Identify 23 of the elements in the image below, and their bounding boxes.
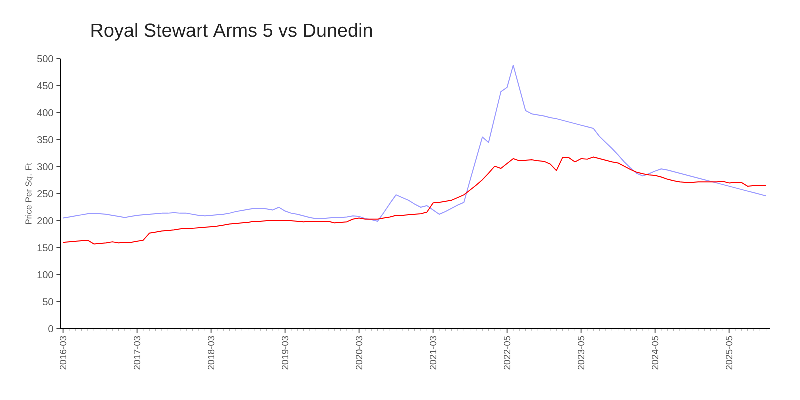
y-tick-label: 250	[38, 190, 54, 198]
x-tick-label: 2018-03	[208, 336, 215, 370]
y-tick-label: 0	[48, 325, 54, 333]
x-tick-label: 2016-03	[60, 336, 67, 370]
y-tick-label: 500	[37, 55, 54, 63]
y-tick-label: 100	[38, 271, 54, 279]
y-tick-label: 200	[38, 217, 54, 225]
x-tick-label: 2020-03	[356, 336, 363, 370]
x-tick-label: 2025-05	[726, 336, 733, 370]
y-tick-label: 150	[38, 244, 54, 252]
y-tick-label: 50	[43, 298, 54, 306]
y-axis-title: Price Per Sq. Ft	[25, 163, 34, 224]
y-tick-label: 450	[37, 82, 54, 90]
x-tick-label: 2023-05	[578, 336, 585, 370]
x-tick-label: 2019-03	[282, 336, 289, 370]
x-tick-label: 2021-03	[430, 336, 437, 370]
y-tick-label: 400	[37, 109, 54, 117]
x-tick-label: 2024-05	[652, 336, 659, 370]
y-tick-label: 300	[37, 163, 54, 171]
y-tick-label: 350	[37, 136, 54, 144]
chart-title: Royal Stewart Arms 5 vs Dunedin	[92, 23, 372, 41]
x-tick-label: 2017-03	[134, 336, 141, 370]
x-tick-label: 2022-05	[504, 336, 511, 370]
